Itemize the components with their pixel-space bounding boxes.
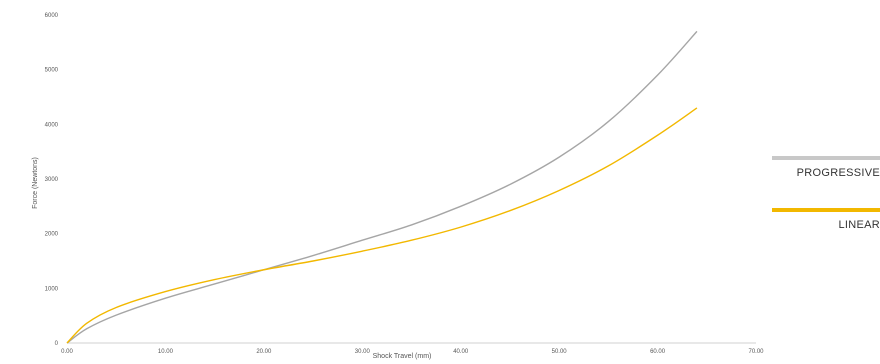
x-tick-label: 40.00 <box>453 349 469 355</box>
legend-label-linear: LINEAR <box>838 219 880 231</box>
series-line-linear <box>66 107 698 344</box>
legend-item-progressive: PROGRESSIVE <box>772 156 880 179</box>
y-tick-label: 4000 <box>45 122 59 128</box>
x-tick-label: 30.00 <box>355 349 371 355</box>
series-lines <box>66 30 698 344</box>
y-axis-title: Force (Newtons) <box>32 157 39 209</box>
x-tick-label: 60.00 <box>650 349 666 355</box>
legend-item-linear: LINEAR <box>772 208 880 231</box>
y-tick-label: 6000 <box>45 13 59 19</box>
legend-swatch-linear <box>772 208 880 212</box>
legend-swatch-progressive <box>772 156 880 160</box>
y-axis-ticks: 0 1000 2000 3000 4000 5000 6000 <box>45 13 59 347</box>
x-tick-label: 50.00 <box>552 349 568 355</box>
series-line-progressive <box>66 30 698 344</box>
x-tick-label: 0.00 <box>61 349 73 355</box>
y-tick-label: 0 <box>55 341 59 347</box>
y-tick-label: 1000 <box>45 286 59 292</box>
y-tick-label: 2000 <box>45 232 59 238</box>
y-tick-label: 5000 <box>45 68 59 74</box>
x-axis-ticks: 0.00 10.00 20.00 30.00 40.00 50.00 60.00 70.00 <box>61 349 764 355</box>
x-tick-label: 10.00 <box>158 349 174 355</box>
x-tick-label: 70.00 <box>748 349 764 355</box>
y-tick-label: 3000 <box>45 177 59 183</box>
x-axis-title: Shock Travel (mm) <box>373 353 432 360</box>
x-tick-label: 20.00 <box>256 349 272 355</box>
legend-label-progressive: PROGRESSIVE <box>796 167 880 179</box>
